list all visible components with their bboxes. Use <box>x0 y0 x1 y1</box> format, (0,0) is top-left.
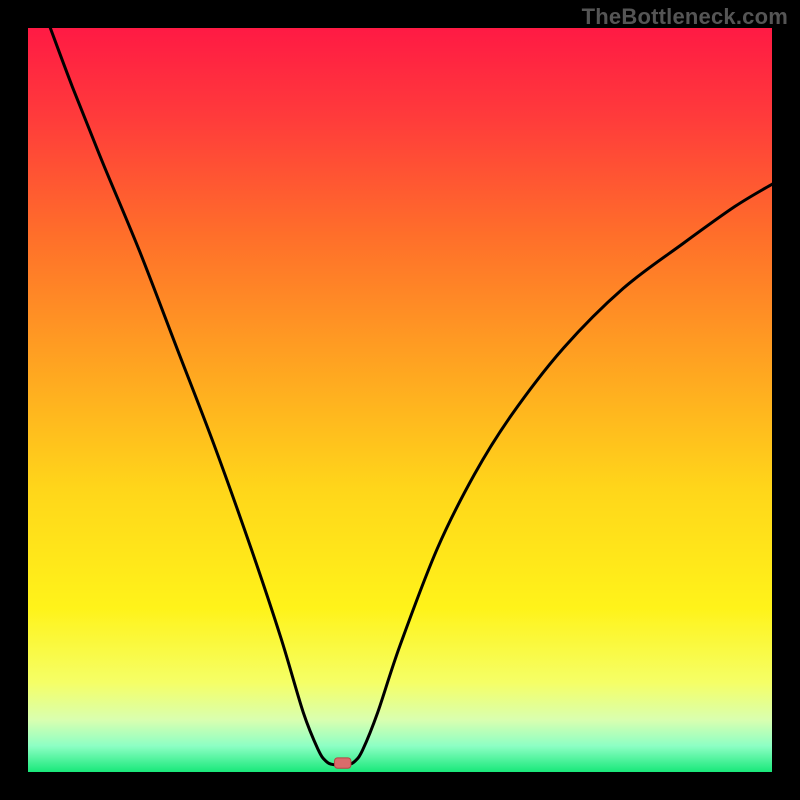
source-watermark: TheBottleneck.com <box>582 4 788 30</box>
chart-container: TheBottleneck.com <box>0 0 800 800</box>
optimal-point-marker <box>335 758 351 768</box>
bottleneck-chart <box>0 0 800 800</box>
plot-background <box>28 28 772 772</box>
